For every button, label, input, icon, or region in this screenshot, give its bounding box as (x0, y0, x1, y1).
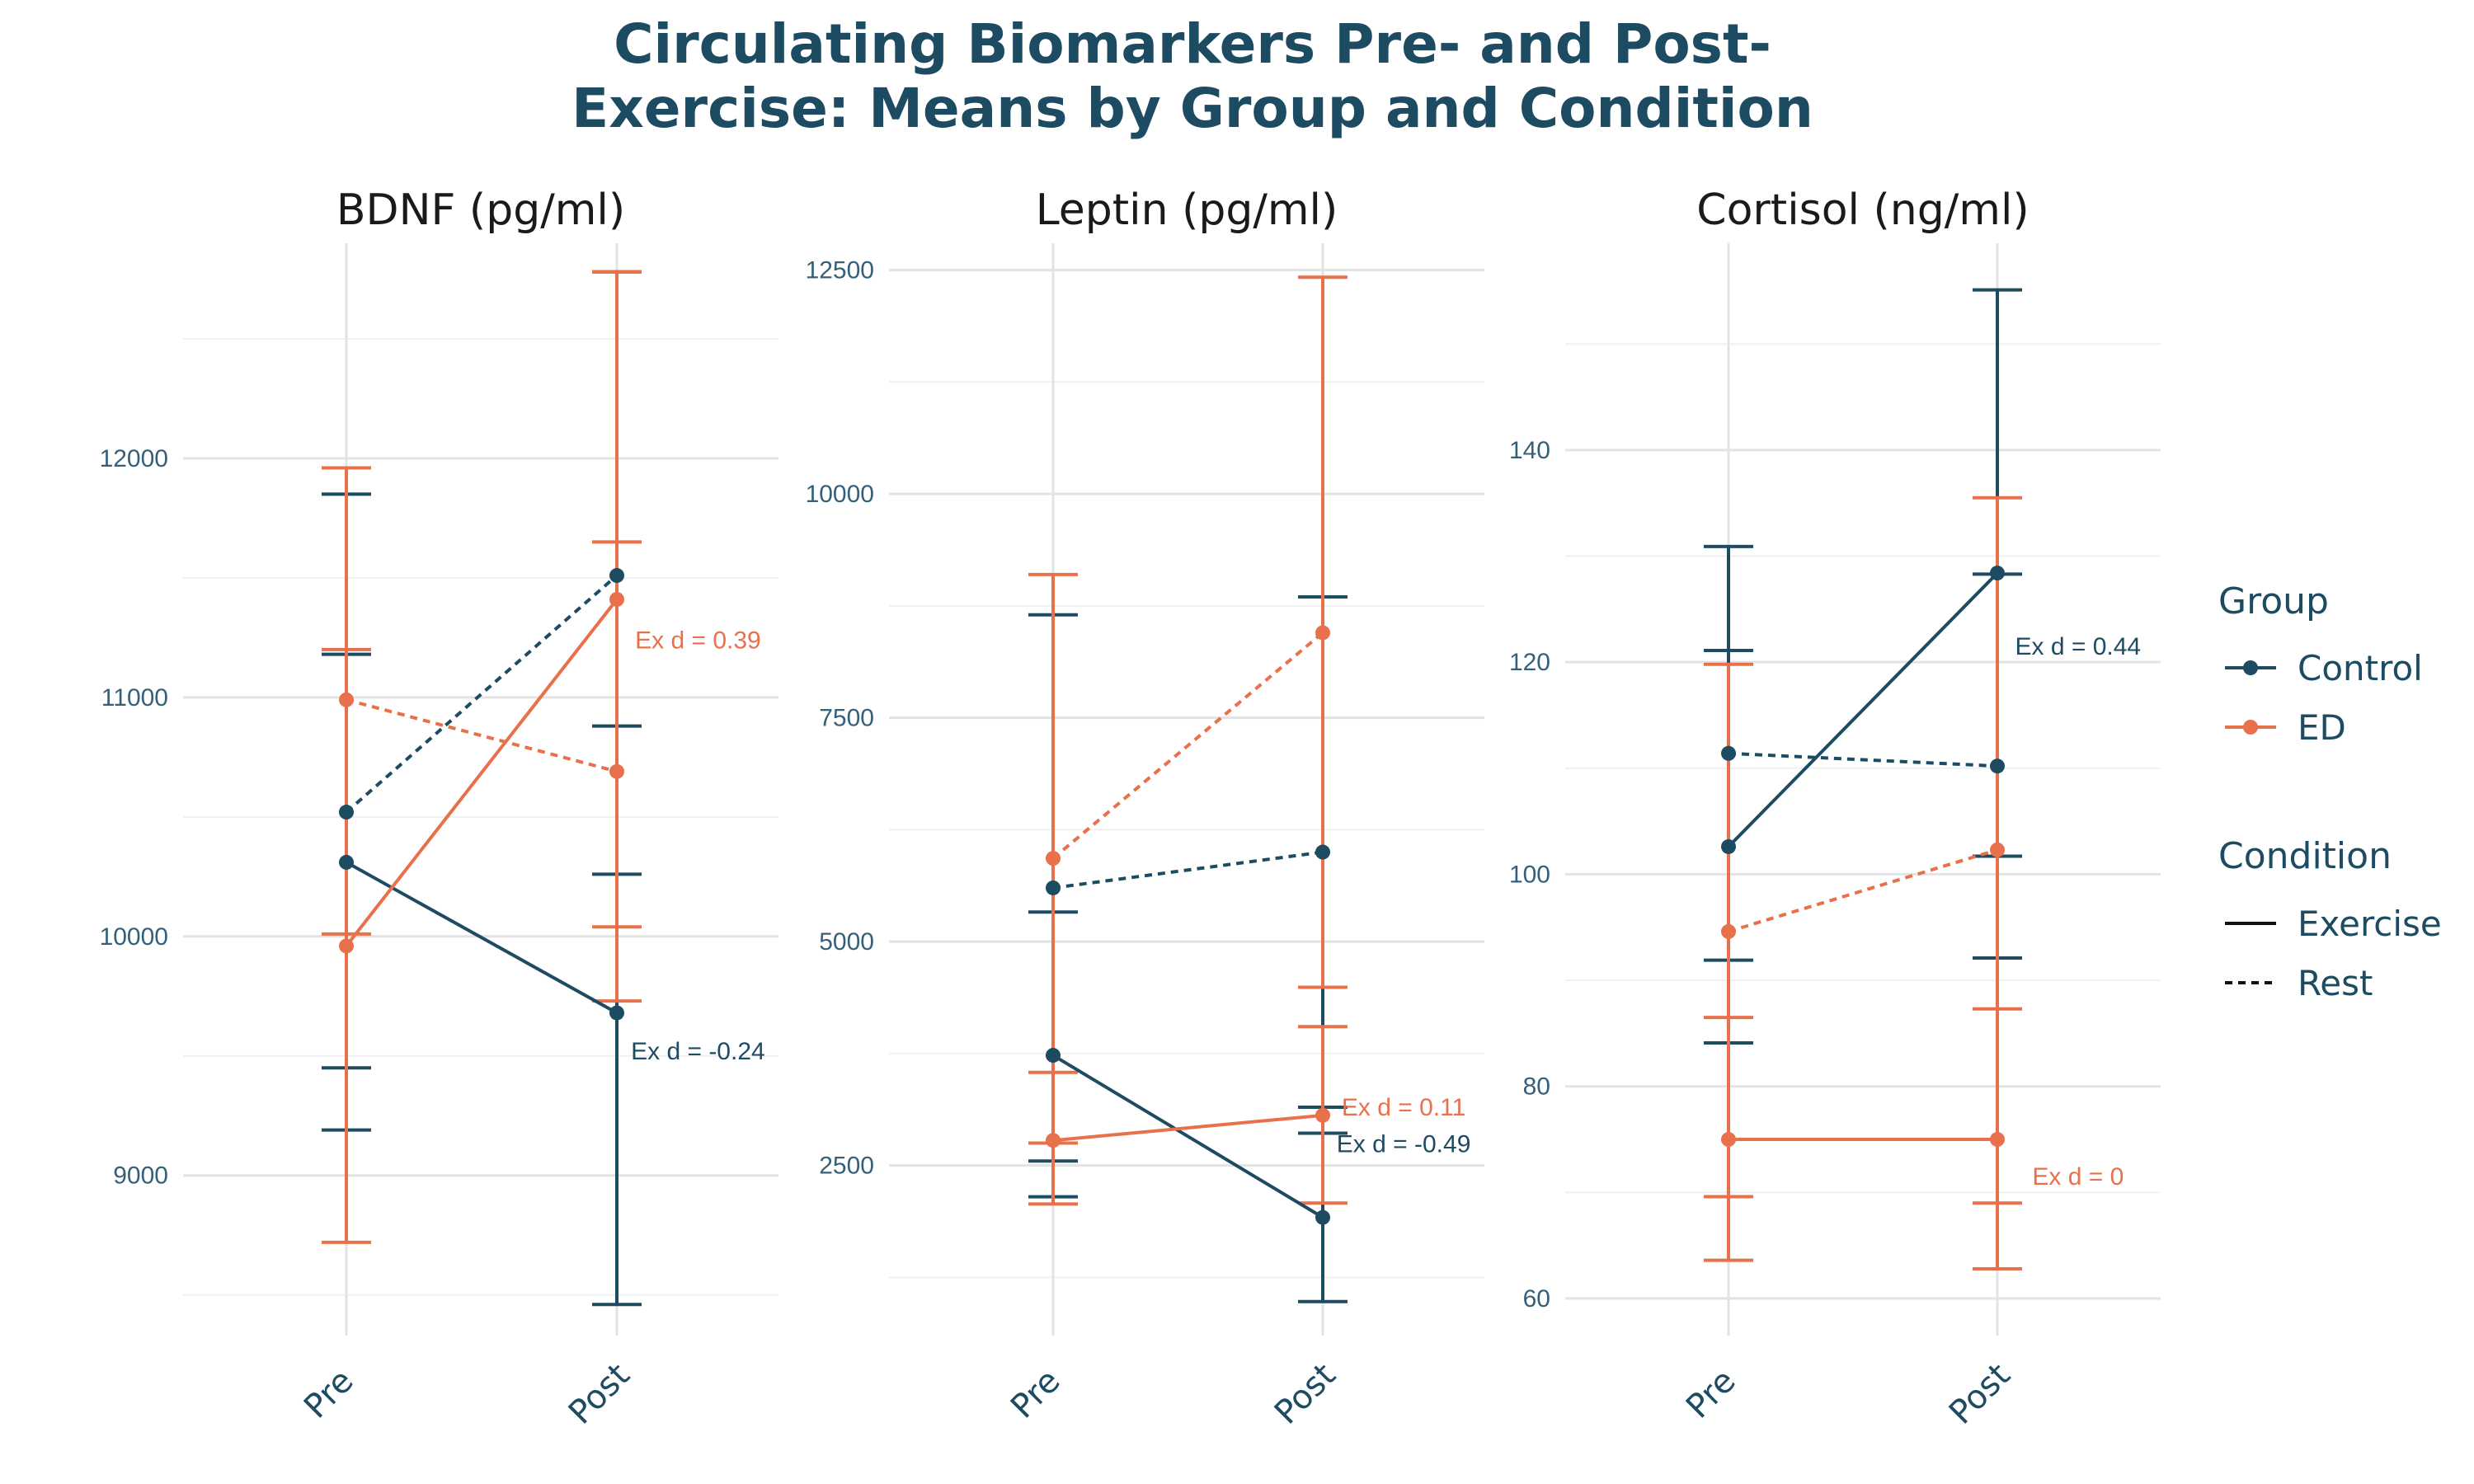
y-tick-label: 140 (1509, 437, 1550, 464)
legend-condition-title: Condition (2218, 835, 2392, 877)
data-point-control-rest (1046, 880, 1061, 895)
legend-key-point (2243, 660, 2258, 675)
data-point-ed-exercise (1046, 1133, 1061, 1148)
legend-group-title: Group (2218, 580, 2329, 622)
data-point-ed-exercise (339, 938, 354, 954)
x-tick-label: Post (1942, 1356, 2018, 1432)
series-line-ed-exercise (345, 598, 618, 947)
data-point-ed-rest (1315, 625, 1330, 641)
series-line-ed-exercise (1052, 1113, 1324, 1143)
y-tick-label: 80 (1523, 1073, 1550, 1101)
y-tick-label: 120 (1509, 649, 1550, 676)
x-tick-label: Pre (297, 1362, 360, 1425)
data-point-control-rest (1990, 758, 2005, 774)
x-tick-label: Post (1268, 1356, 1343, 1432)
series-line-control-rest (1728, 751, 1998, 768)
y-tick-label: 60 (1523, 1285, 1550, 1313)
effect-size-annotation: Ex d = -0.49 (1337, 1131, 1471, 1158)
data-point-control-exercise (1315, 1209, 1330, 1225)
y-tick-label: 7500 (819, 705, 874, 732)
data-point-ed-rest (1990, 842, 2005, 857)
series-line-ed-rest (346, 697, 618, 773)
y-tick-label: 5000 (819, 928, 874, 956)
data-point-ed-rest (339, 692, 354, 707)
x-tick-label: Pre (1679, 1362, 1743, 1425)
chart-title-line-2: Exercise: Means by Group and Condition (571, 77, 1813, 140)
series-line-ed-rest (1728, 848, 1998, 933)
chart-title-line-1: Circulating Biomarkers Pre- and Post- (614, 12, 1771, 76)
x-tick-label: Pre (1004, 1362, 1067, 1425)
legend-group-label: Control (2298, 648, 2423, 688)
facet-panel-3: Cortisol (ng/ml) 60 80 100 120 140 Pre Post Ex d… (1509, 186, 2161, 1432)
y-tick-label: 12000 (100, 445, 168, 472)
effect-size-annotation: Ex d = 0.39 (635, 627, 761, 654)
data-point-ed-exercise (1721, 1132, 1736, 1148)
data-point-control-rest (1315, 844, 1330, 860)
series-line-ed-rest (1051, 631, 1324, 860)
data-point-ed-rest (1046, 851, 1061, 866)
effect-size-annotation: Ex d = 0.11 (1342, 1094, 1465, 1121)
data-point-control-exercise (1990, 566, 2005, 581)
legend-condition-label: Exercise (2298, 904, 2442, 944)
data-point-control-rest (339, 805, 354, 820)
data-point-ed-rest (1721, 923, 1736, 939)
facet-panels: BDNF (pg/ml) 9000 10000 11000 12000 Pre Post Ex… (100, 186, 2161, 1432)
y-tick-label: 9000 (113, 1162, 168, 1190)
series-line-control-exercise (1727, 571, 1999, 848)
series-line-control-rest (1052, 850, 1324, 890)
legend: Group Control ED Condition Exercise Rest (2218, 580, 2442, 1003)
effect-size-annotation: Ex d = -0.24 (631, 1038, 765, 1065)
y-tick-label: 11000 (101, 684, 168, 711)
series-line-control-rest (345, 574, 618, 814)
data-point-control-rest (609, 568, 624, 584)
data-point-ed-exercise (609, 592, 624, 608)
facet-panel-2: Leptin (pg/ml) 2500 5000 7500 10000 12500 Pre P… (806, 186, 1484, 1432)
legend-key-point (2243, 720, 2258, 735)
data-point-control-exercise (339, 854, 354, 870)
data-point-control-rest (1721, 745, 1736, 761)
legend-group-label: ED (2298, 707, 2346, 748)
data-point-control-exercise (1721, 838, 1736, 854)
x-tick-label: Post (562, 1356, 637, 1432)
panel-title: Cortisol (ng/ml) (1696, 186, 2029, 235)
data-point-ed-rest (609, 763, 624, 779)
y-tick-label: 12500 (806, 257, 874, 284)
panel-title: Leptin (pg/ml) (1036, 186, 1338, 235)
y-tick-label: 10000 (100, 923, 168, 951)
facet-panel-1: BDNF (pg/ml) 9000 10000 11000 12000 Pre Post Ex… (100, 186, 778, 1432)
effect-size-annotation: Ex d = 0 (2032, 1163, 2124, 1190)
effect-size-annotation: Ex d = 0.44 (2015, 633, 2141, 660)
panel-title: BDNF (pg/ml) (336, 186, 625, 235)
data-point-ed-exercise (1315, 1107, 1330, 1123)
y-tick-label: 2500 (819, 1153, 874, 1180)
series-line-control-exercise (1051, 1054, 1324, 1219)
data-point-ed-exercise (1990, 1132, 2005, 1148)
y-tick-label: 100 (1509, 861, 1550, 888)
data-point-control-exercise (609, 1005, 624, 1021)
legend-condition-label: Rest (2298, 963, 2373, 1003)
data-point-control-exercise (1046, 1048, 1061, 1064)
y-tick-label: 10000 (806, 481, 874, 508)
